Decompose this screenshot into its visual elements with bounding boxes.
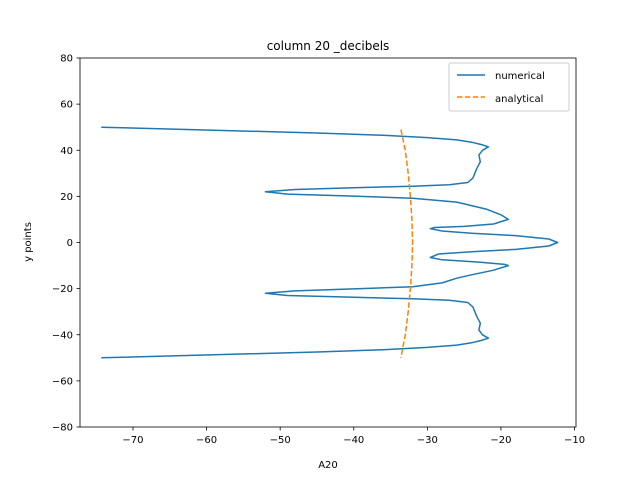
x-tick-label: −70 (122, 435, 143, 446)
chart-title: column 20 _decibels (267, 39, 390, 53)
y-tick-label: −20 (52, 284, 73, 295)
x-axis: −70 −60 −50 −40 −30 −20 −10 (122, 427, 585, 446)
x-tick-label: −30 (417, 435, 438, 446)
y-axis-label: y points (23, 222, 34, 262)
y-tick-label: −40 (52, 330, 73, 341)
y-tick-label: 40 (60, 146, 73, 157)
y-tick-label: 60 (60, 100, 73, 111)
series-line-analytical (400, 129, 414, 358)
y-tick-label: −80 (52, 423, 73, 434)
x-tick-label: −20 (490, 435, 511, 446)
y-tick-label: 20 (60, 192, 73, 203)
y-tick-label: −60 (52, 376, 73, 387)
x-tick-label: −40 (343, 435, 364, 446)
x-tick-label: −50 (270, 435, 291, 446)
x-tick-label: −10 (564, 435, 585, 446)
legend: numerical analytical (448, 62, 570, 112)
y-axis: −80 −60 −40 −20 0 20 40 60 80 (52, 54, 80, 434)
x-axis-label: A20 (318, 460, 338, 471)
y-tick-label: 80 (60, 54, 73, 65)
x-tick-label: −60 (196, 435, 217, 446)
legend-label-numerical: numerical (495, 71, 545, 82)
series-line-numerical (101, 126, 559, 359)
y-tick-label: 0 (67, 238, 73, 249)
legend-label-analytical: analytical (495, 94, 543, 105)
